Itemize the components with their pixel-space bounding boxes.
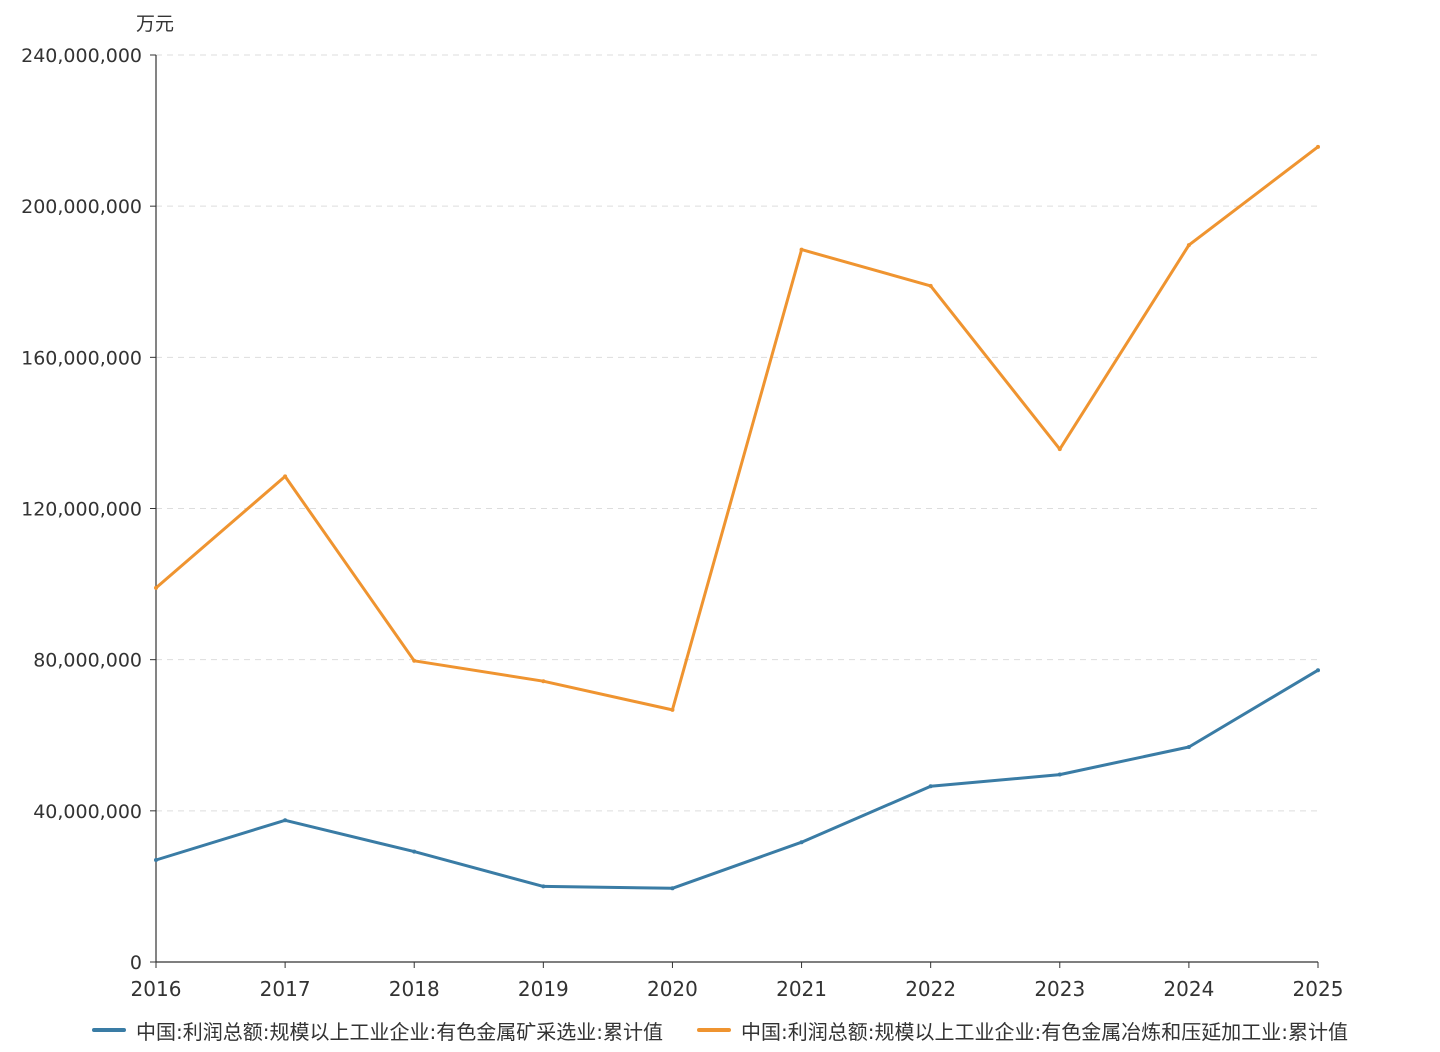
x-tick-label: 2019 (518, 977, 569, 1001)
data-point[interactable] (670, 707, 675, 712)
data-point[interactable] (799, 840, 804, 845)
series-lines (154, 144, 1320, 891)
legend-swatch-smelting (697, 1028, 731, 1032)
data-point[interactable] (1186, 744, 1191, 749)
data-point[interactable] (154, 585, 158, 590)
x-tick-label: 2022 (905, 977, 956, 1001)
x-tick-label: 2023 (1034, 977, 1085, 1001)
data-point[interactable] (412, 849, 417, 854)
y-tick-label: 40,000,000 (33, 801, 142, 823)
y-tick-label: 120,000,000 (21, 499, 142, 521)
x-tick-label: 2020 (647, 977, 698, 1001)
data-point[interactable] (928, 283, 933, 288)
legend-swatch-mining (92, 1028, 127, 1032)
x-tick-label: 2024 (1163, 977, 1214, 1001)
legend-item-smelting[interactable]: 中国:利润总额:规模以上工业企业:有色金属冶炼和压延加工业:累计值 (697, 1016, 1348, 1045)
data-point[interactable] (1316, 144, 1320, 149)
data-point[interactable] (154, 857, 158, 862)
data-point[interactable] (283, 474, 288, 479)
data-point[interactable] (412, 658, 417, 663)
legend-item-mining[interactable]: 中国:利润总额:规模以上工业企业:有色金属矿采选业:累计值 (92, 1016, 663, 1045)
data-point[interactable] (1057, 447, 1062, 452)
x-tick-label: 2021 (776, 977, 827, 1001)
data-point[interactable] (541, 884, 546, 889)
x-tick-label: 2016 (131, 977, 182, 1001)
legend-label-smelting: 中国:利润总额:规模以上工业企业:有色金属冶炼和压延加工业:累计值 (741, 1019, 1348, 1044)
x-tick-label: 2018 (389, 977, 440, 1001)
series-line-0[interactable] (154, 668, 1320, 890)
line-chart: 0 40,000,000 80,000,000 120,000,000 160,000,… (21, 13, 1343, 1001)
data-point[interactable] (928, 784, 933, 789)
x-tick-label: 2017 (260, 977, 311, 1001)
x-tick-label: 2025 (1293, 977, 1344, 1001)
data-point[interactable] (1186, 243, 1191, 248)
y-tick-label: 80,000,000 (33, 650, 142, 672)
data-point[interactable] (283, 818, 288, 823)
legend-label-mining: 中国:利润总额:规模以上工业企业:有色金属矿采选业:累计值 (136, 1019, 663, 1044)
gridlines (156, 54, 1318, 812)
legend: 中国:利润总额:规模以上工业企业:有色金属矿采选业:累计值 中国:利润总额:规模… (0, 1012, 1440, 1048)
data-point[interactable] (799, 247, 804, 252)
axes: 0 40,000,000 80,000,000 120,000,000 160,000,… (21, 45, 1343, 1001)
y-tick-label: 240,000,000 (21, 45, 142, 67)
data-point[interactable] (1316, 668, 1320, 673)
y-tick-label: 200,000,000 (21, 196, 142, 218)
y-tick-label: 160,000,000 (21, 347, 142, 369)
data-point[interactable] (541, 679, 546, 684)
data-point[interactable] (670, 886, 675, 891)
y-axis-unit-label: 万元 (136, 13, 174, 35)
y-tick-label: 0 (130, 952, 142, 974)
data-point[interactable] (1057, 772, 1062, 777)
series-line-1[interactable] (154, 145, 1320, 712)
